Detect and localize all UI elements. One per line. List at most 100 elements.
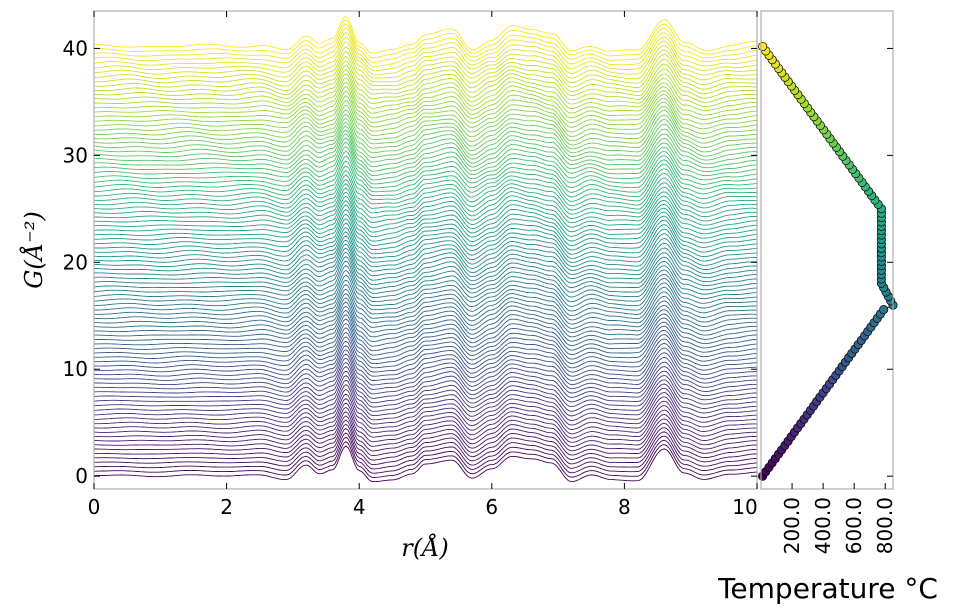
pdf-curve-98 (93, 15, 757, 54)
pdf-curve-89 (93, 55, 758, 93)
y-tick-label: 40 (63, 36, 88, 60)
pdf-curve-92 (93, 41, 758, 80)
y-tick-label: 10 (63, 357, 88, 381)
pdf-curve-31 (94, 309, 757, 347)
pdf-curve-56 (93, 200, 758, 238)
pdf-curve-72 (94, 129, 757, 168)
pdf-curve-78 (93, 104, 758, 142)
pdf-curve-62 (93, 174, 758, 211)
pdf-curve-80 (94, 95, 758, 133)
pdf-curve-40 (93, 269, 758, 307)
y-axis-title: G(Å⁻²) (19, 211, 48, 289)
pdf-curve-58 (94, 191, 758, 228)
pdf-curve-57 (94, 195, 758, 233)
pdf-curve-10 (93, 402, 757, 439)
pdf-curve-19 (94, 361, 758, 399)
pdf-curve-93 (93, 36, 758, 75)
pdf-curve-54 (93, 209, 758, 247)
pdf-curve-74 (93, 121, 758, 158)
pdf-curve-82 (93, 86, 758, 124)
pdf-curve-37 (93, 284, 757, 321)
temperature-profile (758, 41, 898, 481)
pdf-curve-18 (93, 366, 757, 404)
pdf-curve-59 (93, 187, 758, 224)
temp-x-tick-label: 200.0 (780, 497, 804, 554)
pdf-curves (93, 15, 758, 483)
pdf-curve-51 (93, 222, 758, 259)
x-tick-label: 2 (220, 495, 233, 519)
y-tick-label: 0 (75, 464, 88, 488)
pdf-curve-47 (94, 239, 757, 277)
x-tick-label: 8 (618, 495, 631, 519)
pdf-curve-61 (93, 178, 758, 215)
pdf-curve-32 (94, 305, 757, 343)
pdf-curve-44 (93, 251, 757, 290)
x-tick-label: 0 (88, 495, 101, 519)
pdf-curve-15 (93, 379, 758, 417)
temp-x-tick-label: 600.0 (842, 497, 866, 554)
x-tick-label: 10 (732, 495, 757, 519)
pdf-curve-75 (93, 117, 757, 154)
pdf-curve-48 (93, 235, 757, 272)
pdf-curve-86 (93, 68, 758, 105)
pdf-curve-2 (93, 436, 758, 474)
pdf-curve-71 (93, 133, 757, 172)
pdf-curve-38 (94, 279, 757, 317)
pdf-curve-41 (93, 265, 758, 303)
pdf-curve-42 (93, 260, 758, 298)
pdf-curve-81 (93, 90, 758, 128)
pdf-curve-39 (94, 274, 758, 312)
pdf-curve-36 (93, 288, 758, 325)
pdf-curve-68 (93, 146, 758, 185)
pdf-curve-70 (93, 137, 758, 177)
pdf-curve-67 (93, 150, 758, 189)
pdf-curve-5 (94, 423, 757, 461)
temp-x-tick-label: 400.0 (811, 497, 835, 554)
pdf-curve-49 (93, 231, 757, 268)
pdf-curve-90 (94, 51, 757, 88)
pdf-curve-26 (94, 331, 758, 369)
pdf-curve-87 (93, 64, 758, 101)
pdf-curve-24 (93, 340, 757, 377)
pdf-curve-77 (93, 109, 758, 146)
pdf-curve-35 (93, 293, 758, 329)
pdf-curve-22 (93, 349, 757, 386)
pdf-curve-69 (93, 141, 758, 181)
y-tick-label: 20 (63, 250, 88, 274)
pdf-curve-25 (94, 336, 758, 373)
pdf-curve-6 (94, 419, 757, 457)
pdf-curve-13 (94, 388, 757, 426)
pdf-curve-55 (93, 204, 758, 242)
x-tick-label: 6 (485, 495, 498, 519)
pdf-curve-94 (93, 31, 758, 71)
temperature-point-38 (879, 305, 889, 315)
pdf-curve-11 (94, 398, 757, 435)
pdf-curve-23 (93, 344, 757, 381)
temperature-point-98 (758, 41, 768, 52)
pdf-curve-45 (93, 247, 757, 286)
pdf-curve-16 (93, 374, 758, 412)
pdf-curve-95 (93, 27, 758, 67)
pdf-curve-79 (94, 99, 758, 138)
main-plot-frame (93, 10, 758, 490)
temperature-axis-title: Temperature °C (717, 572, 938, 605)
pdf-curve-43 (93, 256, 758, 294)
temp-x-tick-label: 800.0 (873, 497, 897, 554)
pdf-curve-7 (93, 415, 757, 452)
pdf-curve-66 (93, 155, 758, 193)
pdf-curve-30 (94, 314, 758, 352)
pdf-curve-83 (93, 81, 757, 119)
pdf-curve-52 (93, 218, 758, 255)
pdf-curve-96 (93, 23, 758, 63)
pdf-curve-88 (93, 60, 758, 97)
pdf-curve-76 (93, 113, 757, 150)
pdf-curve-46 (93, 243, 757, 281)
pdf-curve-17 (93, 370, 757, 408)
axis-ticks: 0 2 4 6 8 10 0 10 20 30 40 200.0 400.0 600.0 800.0 (63, 11, 897, 554)
x-axis-title: r(Å) (401, 533, 449, 562)
pdf-curve-4 (94, 428, 758, 466)
pdf-curve-65 (94, 160, 758, 198)
pdf-curve-84 (93, 77, 758, 114)
